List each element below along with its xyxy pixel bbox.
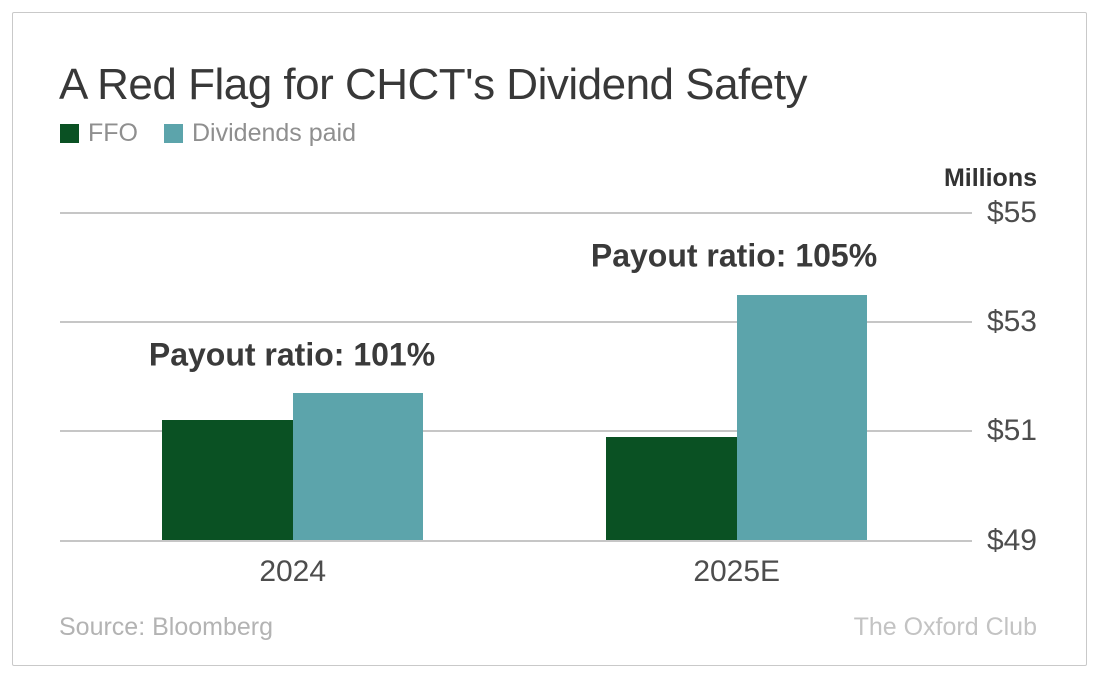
- bar-ffo-2025e: [606, 436, 737, 541]
- source-note: Source: Bloomberg: [59, 613, 274, 641]
- legend-label-dividends-paid: Dividends paid: [192, 119, 356, 147]
- x-tick-label-2024: 2024: [259, 555, 327, 588]
- gridline-51: [60, 430, 972, 433]
- y-tick-label-55: $55: [986, 195, 1037, 229]
- x-tick-label-2025e: 2025E: [693, 555, 781, 588]
- legend-item-dividends-paid: Dividends paid: [164, 119, 356, 148]
- bar-dividends-paid-2024: [292, 392, 424, 541]
- legend-label-ffo: FFO: [88, 119, 138, 147]
- bar-dividends-paid-2025e: [736, 294, 868, 541]
- brand-note: The Oxford Club: [853, 613, 1037, 641]
- annotation-2025e: Payout ratio: 105%: [590, 237, 878, 274]
- legend: FFO Dividends paid: [60, 119, 356, 148]
- y-tick-label-49: $49: [986, 523, 1037, 557]
- gridline-49: [60, 539, 972, 542]
- legend-swatch-ffo: [60, 124, 79, 143]
- y-tick-label-51: $51: [986, 414, 1037, 448]
- y-tick-label-53: $53: [986, 304, 1037, 338]
- gridline-53: [60, 320, 972, 323]
- gridline-55: [60, 211, 972, 214]
- annotation-2024: Payout ratio: 101%: [148, 336, 436, 373]
- y-axis-unit-label: Millions: [943, 164, 1037, 192]
- legend-swatch-dividends-paid: [164, 124, 183, 143]
- bar-ffo-2024: [162, 420, 293, 541]
- card-frame: [12, 12, 1087, 666]
- legend-item-ffo: FFO: [60, 119, 138, 148]
- chart-title: A Red Flag for CHCT's Dividend Safety: [59, 60, 807, 109]
